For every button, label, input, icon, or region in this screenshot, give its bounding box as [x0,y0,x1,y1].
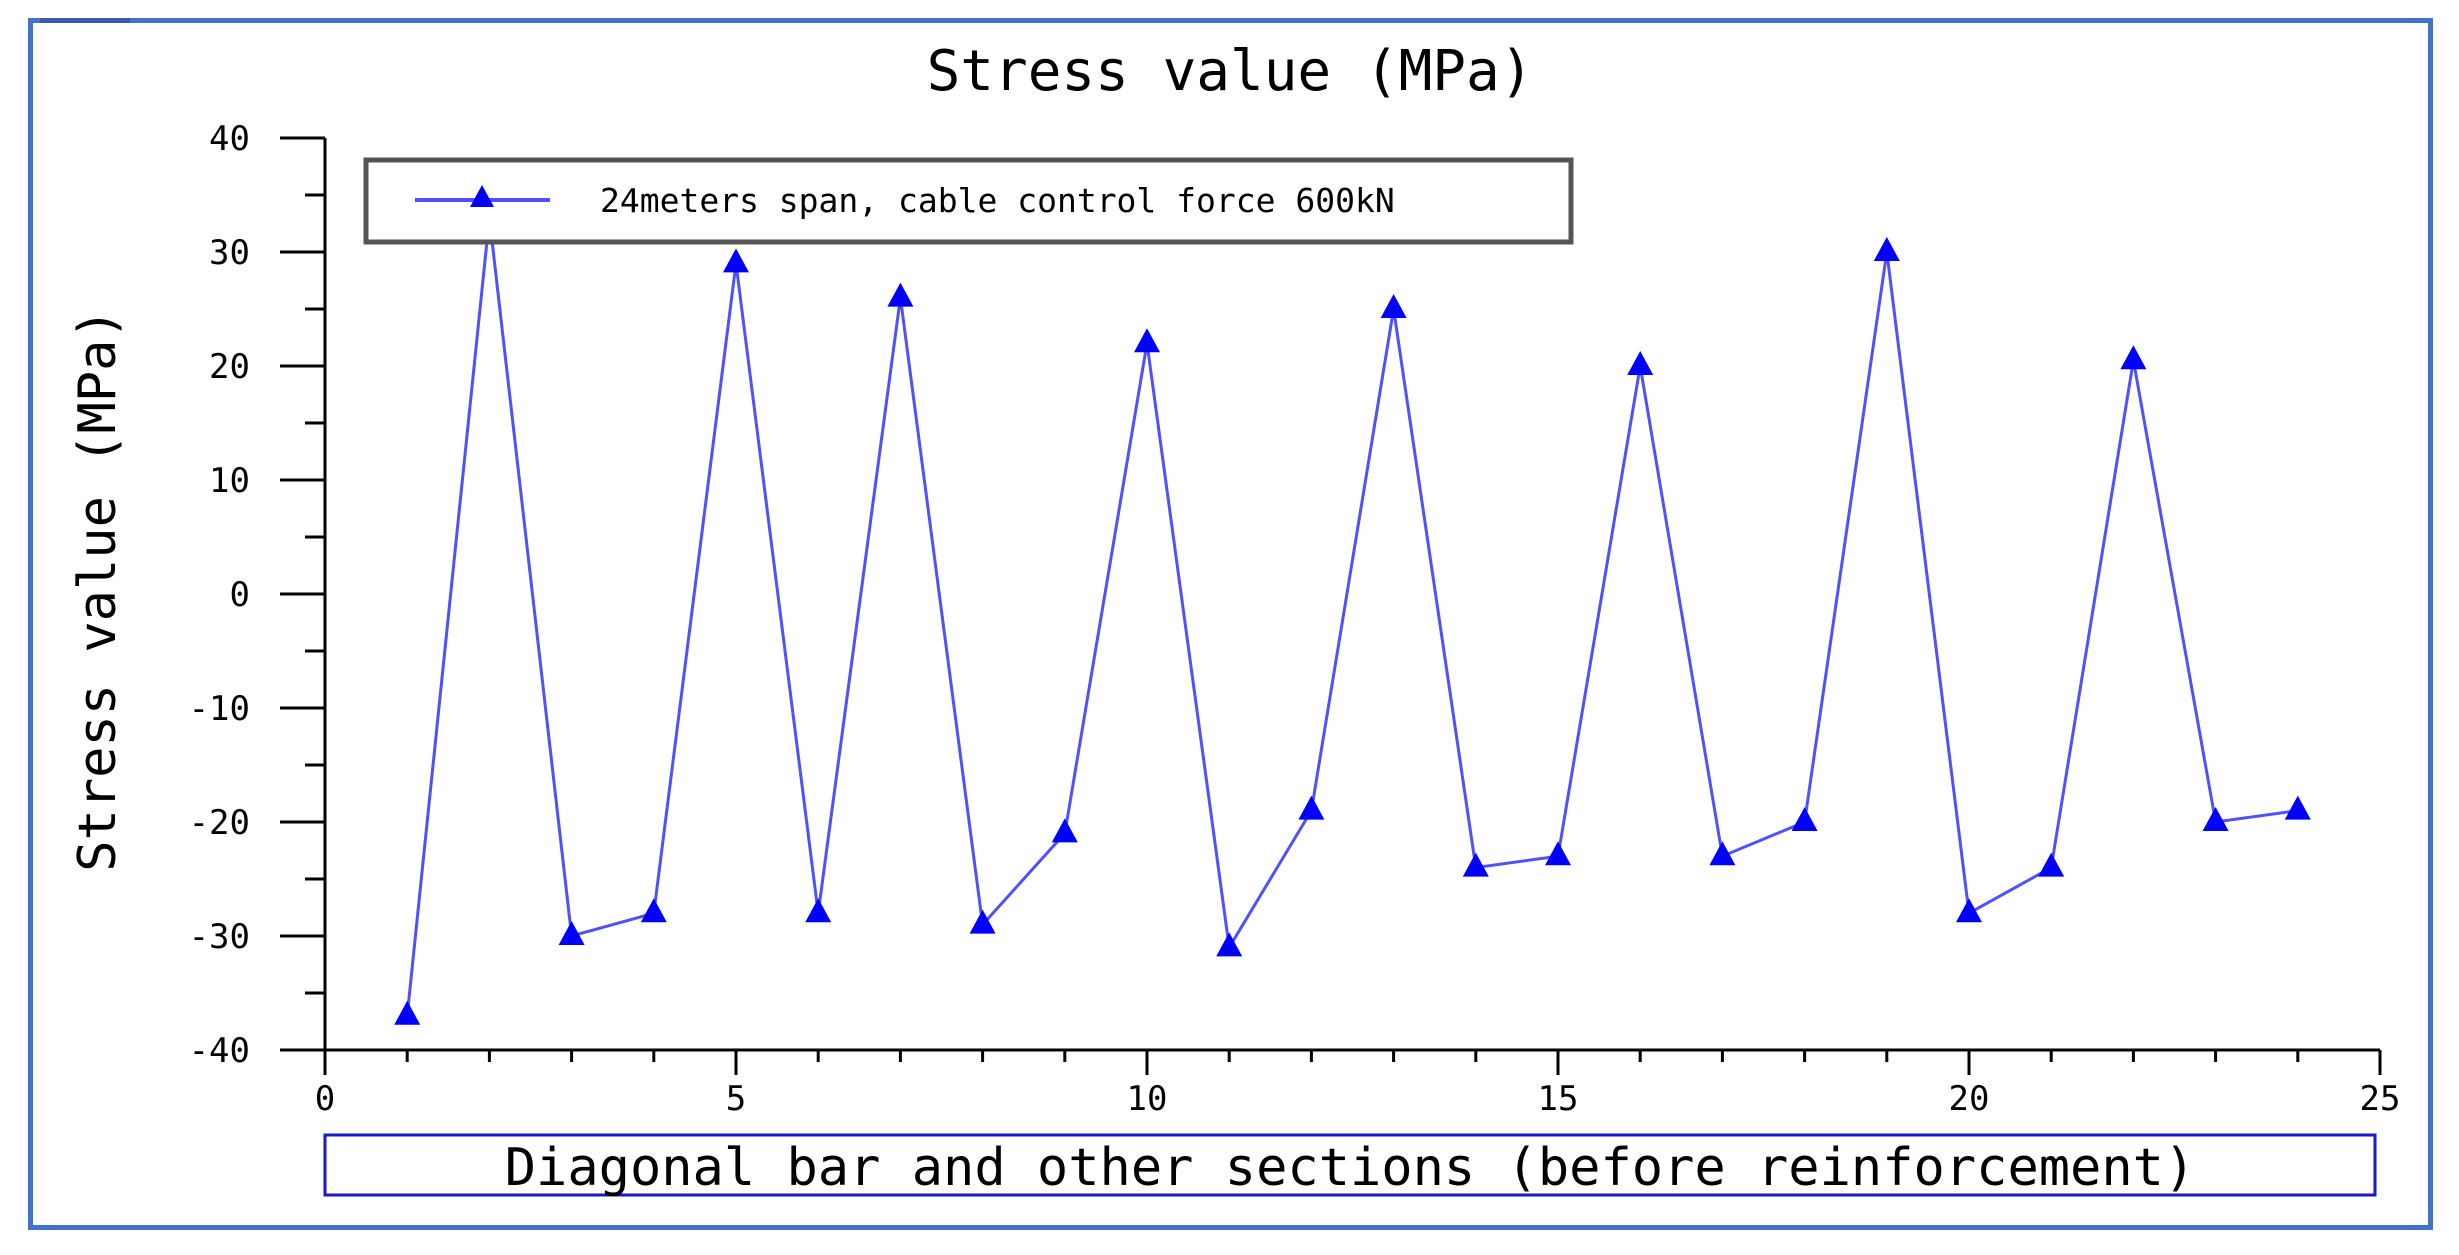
data-point [969,909,996,934]
data-point [723,248,749,273]
data-point [1956,898,1982,923]
data-point [640,898,667,923]
data-point [1462,852,1489,877]
chart-title: Stress value (MPa) [927,39,1534,104]
x-tick-label: 25 [2360,1079,2401,1119]
data-point [1134,328,1160,353]
legend: 24meters span, cable control force 600kN [363,157,1574,245]
x-tick-label: 20 [1949,1079,1990,1119]
corner-mark [40,18,130,23]
data-point [1298,795,1325,820]
y-tick-label: 30 [209,233,250,273]
x-tick-label: 10 [1127,1079,1168,1119]
data-point [1545,841,1571,866]
data-point [1873,237,1900,261]
data-point [2284,795,2311,820]
legend-label: 24meters span, cable control force 600kN [600,181,1395,220]
y-tick-label: 0 [230,575,250,615]
y-tick-label: -20 [189,803,250,843]
data-point [1051,818,1078,843]
data-point [2038,852,2065,877]
axes: -40 -30 -20 -10 0 10 20 30 40 0 5 10 15 20 25 [189,119,2401,1119]
x-axis-title-box [323,1133,2377,1197]
data-point [1627,351,1654,375]
x-tick-label: 5 [726,1079,746,1119]
data-point [2120,345,2147,370]
y-axis-title-group: Stress value (MPa) [68,308,128,872]
y-tick-label: 20 [209,347,250,387]
y-tick-label: 10 [209,461,250,501]
data-point [558,921,585,945]
data-point [887,282,914,307]
legend-triangle-marker [470,185,494,207]
data-point [1216,932,1243,957]
x-axis-title: Diagonal bar and other sections (before … [505,1138,2196,1198]
data-point [1380,294,1407,318]
x-tick-label: 15 [1538,1079,1579,1119]
series-layer [394,202,2311,1025]
data-point [805,898,832,923]
y-axis-title: Stress value (MPa) [68,308,128,872]
y-tick-label: -40 [189,1031,250,1071]
y-tick-label: -10 [189,689,250,729]
series-line [405,217,2299,1016]
data-point [394,1000,421,1025]
data-point [1791,807,1818,831]
x-tick-label: 0 [315,1079,335,1119]
data-point [2202,807,2229,831]
data-point [1709,841,1736,866]
y-tick-label: 40 [209,119,250,159]
legend-box [363,157,1574,245]
y-tick-label: -30 [189,917,250,957]
